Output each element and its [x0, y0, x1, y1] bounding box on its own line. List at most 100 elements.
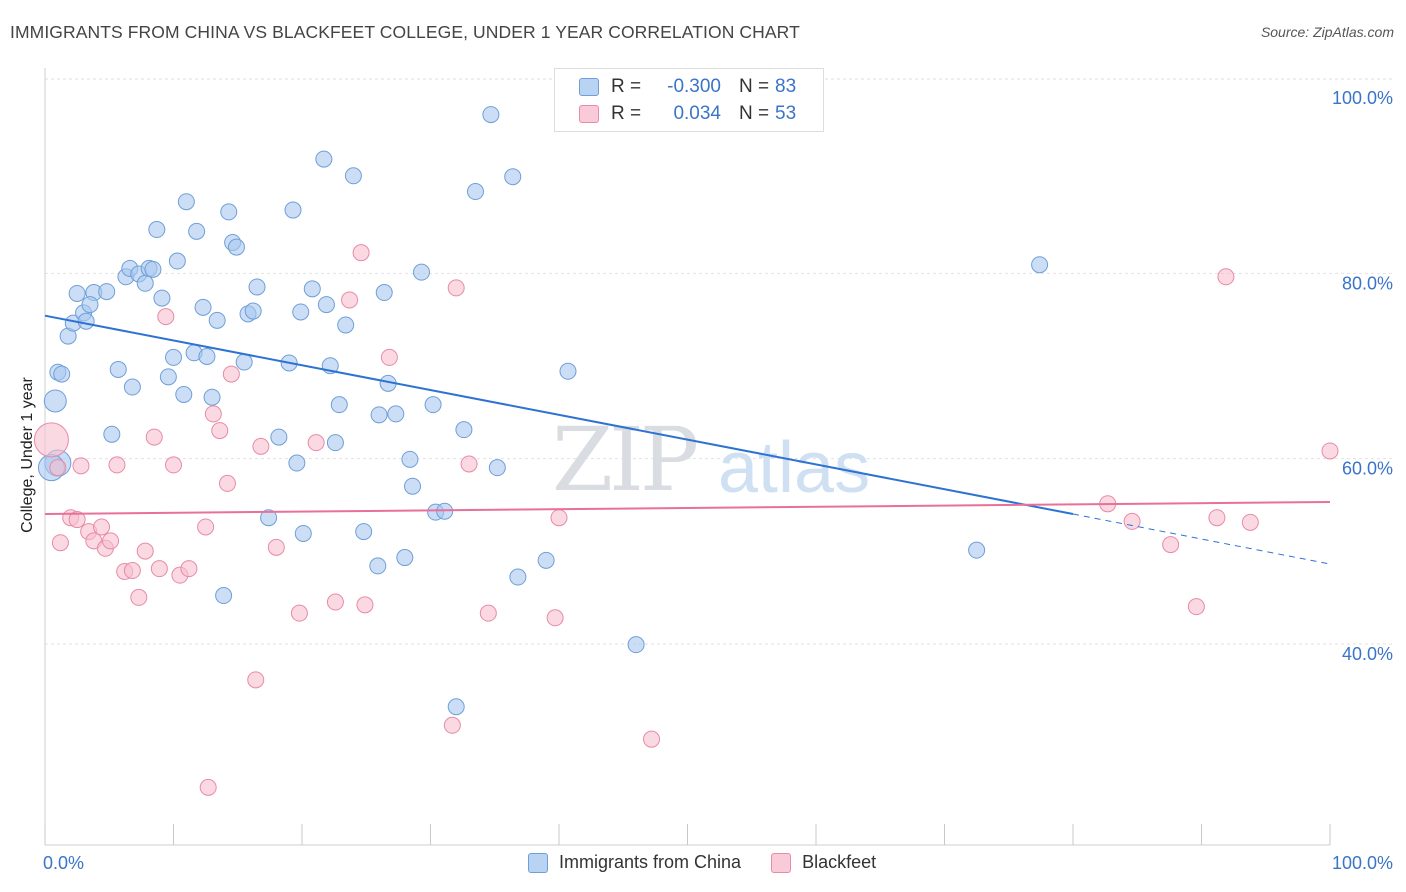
data-point	[303, 280, 321, 298]
data-point	[93, 518, 111, 536]
data-point	[220, 203, 238, 221]
data-point	[267, 538, 285, 556]
data-point	[208, 311, 226, 329]
data-point	[108, 456, 126, 474]
legend-item-blackfeet[interactable]: Blackfeet	[771, 852, 876, 873]
data-point	[77, 312, 95, 330]
data-point	[550, 509, 568, 527]
legend-r-value: 0.034	[673, 103, 721, 124]
data-point	[643, 730, 661, 748]
data-point	[199, 778, 217, 796]
data-point	[247, 671, 265, 689]
data-point	[1241, 513, 1259, 531]
data-point	[315, 150, 333, 168]
data-point	[375, 284, 393, 302]
data-point	[215, 587, 233, 605]
data-point	[479, 604, 497, 622]
trend-line-blackfeet	[44, 500, 1331, 515]
data-point	[180, 560, 198, 578]
data-point	[352, 244, 370, 262]
data-point	[72, 457, 90, 475]
legend-n-value: 53	[775, 103, 797, 124]
y-tick-label: 60.0%	[1342, 459, 1393, 479]
trend-line-china-extension	[1072, 513, 1331, 565]
data-point	[290, 604, 308, 622]
data-point	[317, 296, 335, 314]
data-point	[148, 221, 166, 239]
y-tick-label: 80.0%	[1342, 273, 1393, 293]
y-tick-label: 40.0%	[1342, 644, 1393, 664]
legend-item-china[interactable]: Immigrants from China	[528, 852, 741, 873]
data-point	[341, 291, 359, 309]
data-point	[1162, 536, 1180, 554]
x-tick-label: 100.0%	[1332, 853, 1393, 873]
legend-r-label: R =	[611, 103, 642, 124]
data-point	[413, 263, 431, 281]
data-point	[380, 348, 398, 366]
legend-label-china: Immigrants from China	[559, 852, 742, 872]
data-point	[509, 568, 527, 586]
data-point	[130, 588, 148, 606]
data-point	[627, 636, 645, 654]
legend-swatch-blackfeet	[771, 852, 792, 873]
data-point	[123, 562, 141, 580]
data-point	[387, 405, 405, 423]
x-tick-label: 0.0%	[43, 853, 84, 873]
data-point	[447, 279, 465, 297]
data-point	[43, 389, 67, 413]
data-point	[144, 260, 162, 278]
data-point	[109, 360, 127, 378]
data-point	[98, 283, 116, 301]
data-point	[204, 405, 222, 423]
legend-swatch-blackfeet	[579, 105, 599, 123]
data-point	[194, 298, 212, 316]
chart-title: IMMIGRANTS FROM CHINA VS BLACKFEET COLLE…	[10, 22, 800, 42]
data-point	[136, 274, 154, 292]
data-point	[1321, 442, 1339, 460]
data-point	[330, 396, 348, 414]
legend-row-china: R = -0.300 N = 83	[555, 74, 796, 100]
data-point	[396, 549, 414, 567]
watermark-atlas: atlas	[718, 428, 870, 508]
legend-n-label: N =	[739, 76, 770, 97]
data-point	[165, 456, 182, 474]
data-point	[1187, 598, 1205, 616]
trend-line-china	[44, 314, 1074, 515]
data-point	[244, 302, 262, 320]
data-point	[284, 201, 302, 219]
data-point	[252, 437, 270, 455]
data-point	[455, 421, 473, 439]
legend-r-label: R =	[611, 76, 642, 97]
data-point	[326, 434, 344, 452]
data-point	[401, 450, 419, 468]
data-point	[355, 523, 373, 541]
legend-r-value: -0.300	[667, 76, 721, 97]
data-point	[198, 347, 216, 365]
data-point	[270, 428, 288, 446]
data-point	[1217, 268, 1235, 286]
series-immigrants-from-china	[37, 106, 1049, 716]
data-point	[159, 368, 177, 386]
data-point	[344, 167, 362, 185]
data-point	[559, 362, 577, 380]
data-point	[136, 542, 154, 560]
data-point	[447, 698, 465, 716]
data-point	[288, 454, 306, 472]
y-axis-label: College, Under 1 year	[19, 377, 36, 533]
legend-swatch-china	[528, 852, 548, 873]
data-point	[123, 378, 141, 396]
data-point	[337, 316, 355, 334]
data-point	[145, 428, 163, 446]
data-point	[177, 193, 195, 211]
data-point	[307, 434, 325, 452]
data-point	[1123, 512, 1141, 530]
data-point	[260, 509, 278, 527]
correlation-legend: R = -0.300 N = 83 R = 0.034 N = 53	[554, 68, 824, 132]
data-point	[150, 560, 168, 578]
data-point	[326, 593, 344, 611]
data-point	[227, 238, 245, 256]
data-point	[292, 303, 310, 321]
data-point	[482, 106, 500, 124]
data-point	[968, 541, 986, 559]
